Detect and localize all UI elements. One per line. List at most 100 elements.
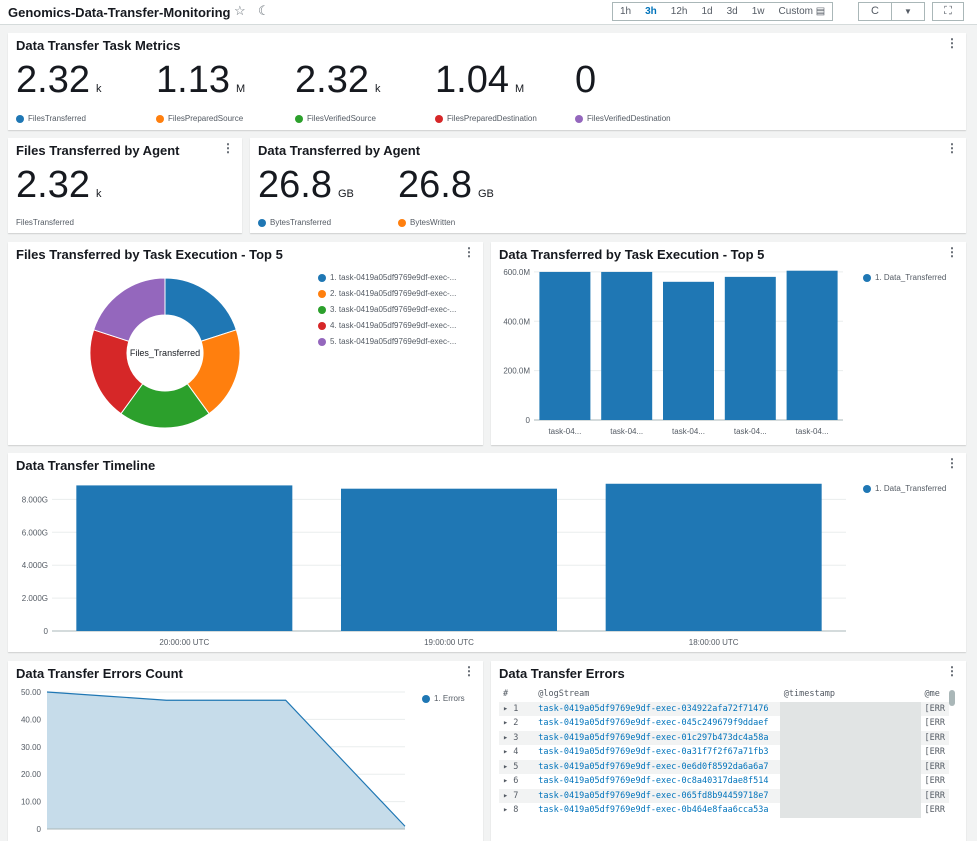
widget-menu-icon[interactable]: ⋮ — [463, 245, 475, 259]
row-number[interactable]: ▸ 3 — [499, 730, 535, 745]
logstream-link[interactable]: task-0419a05df9769e9df-exec-0c8a40317dae… — [538, 776, 769, 787]
row-number[interactable]: ▸ 8 — [499, 803, 534, 818]
legend-item[interactable]: 2. task-0419a05df9769e9df-exec-... — [318, 289, 456, 298]
metric-label: FilesTransferred — [16, 218, 74, 227]
table-scrollbar[interactable] — [949, 690, 955, 706]
legend-item[interactable]: 1. Errors — [422, 694, 465, 703]
row-number[interactable]: ▸ 2 — [499, 716, 534, 731]
expand-icon[interactable]: ▸ — [503, 776, 509, 787]
row-number[interactable]: ▸ 6 — [499, 774, 534, 789]
legend-item[interactable]: 1. task-0419a05df9769e9df-exec-... — [318, 273, 456, 282]
bar[interactable] — [601, 271, 653, 420]
row-number[interactable]: ▸ 1 — [499, 701, 535, 716]
legend-item[interactable]: 4. task-0419a05df9769e9df-exec-... — [318, 321, 456, 330]
bar[interactable] — [605, 483, 822, 631]
expand-icon[interactable]: ▸ — [503, 703, 509, 714]
table-row[interactable]: ▸ 6 task-0419a05df9769e9df-exec-0c8a40317… — [499, 774, 949, 789]
logstream-link[interactable]: task-0419a05df9769e9df-exec-0b464e8faa6c… — [538, 805, 769, 816]
legend-item[interactable]: 5. task-0419a05df9769e9df-exec-... — [318, 337, 456, 346]
expand-icon[interactable]: ▸ — [503, 732, 509, 743]
range-3d[interactable]: 3d — [726, 6, 738, 17]
legend-label: 1. Data_Transferred — [875, 273, 947, 282]
fullscreen-button[interactable]: ⛶ — [932, 2, 964, 21]
metric-value: 26.8 GB — [258, 164, 354, 207]
message-cell: [ERR — [924, 718, 945, 729]
row-number[interactable]: ▸ 4 — [499, 745, 534, 760]
table-row[interactable]: ▸ 1 task-0419a05df9769e9df-exec-034922afa… — [499, 701, 949, 716]
dashboard-header: Genomics-Data-Transfer-Monitoring ☆ ☾ 1h… — [0, 0, 977, 25]
legend-swatch — [575, 114, 583, 123]
y-tick-label: 40.00 — [21, 715, 42, 724]
column-header-logstream[interactable]: @logStream — [538, 689, 590, 700]
bar[interactable] — [663, 281, 714, 420]
bar[interactable] — [76, 485, 293, 631]
expand-icon[interactable]: ▸ — [503, 747, 509, 758]
label: FilesVerifiedDestination — [587, 114, 671, 123]
y-tick-label: 2.000G — [22, 594, 48, 603]
table-row[interactable]: ▸ 8 task-0419a05df9769e9df-exec-0b464e8fa… — [499, 803, 949, 818]
widget-menu-icon[interactable]: ⋮ — [222, 141, 234, 155]
series-line[interactable] — [46, 691, 406, 827]
x-tick-label: 19:00:00 UTC — [424, 638, 474, 647]
y-tick-label: 4.000G — [22, 561, 48, 570]
range-1d[interactable]: 1d — [701, 6, 713, 17]
x-tick-label: 18:00:00 UTC — [689, 638, 739, 647]
logstream-link[interactable]: task-0419a05df9769e9df-exec-065fd8b94459… — [534, 788, 780, 803]
expand-icon[interactable]: ▸ — [503, 805, 509, 816]
expand-icon[interactable]: ▸ — [503, 718, 509, 729]
logstream-link[interactable]: task-0419a05df9769e9df-exec-0e6d0f8592da… — [534, 759, 780, 774]
logstream-link[interactable]: task-0419a05df9769e9df-exec-045c249679f9… — [538, 718, 769, 729]
legend-label: 3. task-0419a05df9769e9df-exec-... — [330, 305, 457, 314]
widget-title: Data Transfer Errors Count — [16, 666, 183, 681]
expand-icon[interactable]: ▸ — [503, 790, 509, 801]
expand-icon[interactable]: ▸ — [503, 761, 509, 772]
widget-menu-icon[interactable]: ⋮ — [946, 245, 958, 259]
widget-menu-icon[interactable]: ⋮ — [463, 664, 475, 678]
legend-item[interactable]: 3. task-0419a05df9769e9df-exec-... — [318, 305, 456, 314]
pie-slice[interactable] — [93, 277, 166, 342]
logstream-link[interactable]: task-0419a05df9769e9df-exec-01c297b473dc… — [534, 730, 780, 745]
legend-swatch — [422, 694, 430, 703]
table-row[interactable]: ▸ 5 task-0419a05df9769e9df-exec-0e6d0f859… — [499, 759, 949, 774]
table-row[interactable]: ▸ 4 task-0419a05df9769e9df-exec-0a31f7f2f… — [499, 745, 949, 760]
moon-icon[interactable]: ☾ — [258, 3, 270, 18]
widget-menu-icon[interactable]: ⋮ — [946, 36, 958, 50]
unit: M — [514, 83, 525, 95]
range-1h[interactable]: 1h — [620, 6, 632, 17]
pie-slice[interactable] — [164, 277, 237, 342]
star-icon[interactable]: ☆ — [234, 3, 246, 18]
row-index: 5 — [513, 761, 519, 772]
range-3h[interactable]: 3h — [645, 6, 657, 17]
legend-item[interactable]: 1. Data_Transferred — [863, 273, 946, 282]
range-custom[interactable]: Custom ▤ — [772, 6, 833, 17]
logstream-link[interactable]: task-0419a05df9769e9df-exec-0a31f7f2f67a… — [538, 747, 769, 758]
table-row[interactable]: ▸ 3 task-0419a05df9769e9df-exec-01c297b47… — [499, 730, 949, 745]
table-row[interactable]: ▸ 7 task-0419a05df9769e9df-exec-065fd8b94… — [499, 788, 949, 803]
row-number[interactable]: ▸ 7 — [499, 788, 535, 803]
legend-swatch — [16, 114, 24, 123]
logstream-link[interactable]: task-0419a05df9769e9df-exec-034922afa72f… — [534, 701, 780, 716]
row-index: 1 — [513, 703, 519, 714]
refresh-button[interactable]: C — [858, 2, 892, 21]
column-header-message[interactable]: @me — [924, 689, 940, 700]
row-number[interactable]: ▸ 5 — [499, 759, 535, 774]
metric-value: 2.32 k — [16, 164, 101, 207]
bar[interactable] — [724, 276, 776, 420]
column-header-timestamp[interactable]: @timestamp — [783, 689, 835, 700]
range-12h[interactable]: 12h — [670, 6, 688, 17]
table-row[interactable]: ▸ 2 task-0419a05df9769e9df-exec-045c24967… — [499, 716, 949, 731]
row-index: 7 — [513, 790, 519, 801]
row-index: 4 — [513, 747, 519, 758]
refresh-options-dropdown[interactable]: ▼ — [891, 2, 925, 21]
y-tick-label: 0 — [44, 627, 49, 636]
range-1w[interactable]: 1w — [751, 6, 765, 17]
widget-menu-icon[interactable]: ⋮ — [946, 456, 958, 470]
widget-menu-icon[interactable]: ⋮ — [946, 141, 958, 155]
bar[interactable] — [786, 270, 838, 420]
legend-item[interactable]: 1. Data_Transferred — [863, 484, 946, 493]
widget-menu-icon[interactable]: ⋮ — [946, 664, 958, 678]
value: 26.8 — [258, 164, 332, 206]
bar[interactable] — [539, 271, 591, 420]
column-header-number[interactable]: # — [503, 689, 509, 700]
bar[interactable] — [341, 488, 557, 631]
